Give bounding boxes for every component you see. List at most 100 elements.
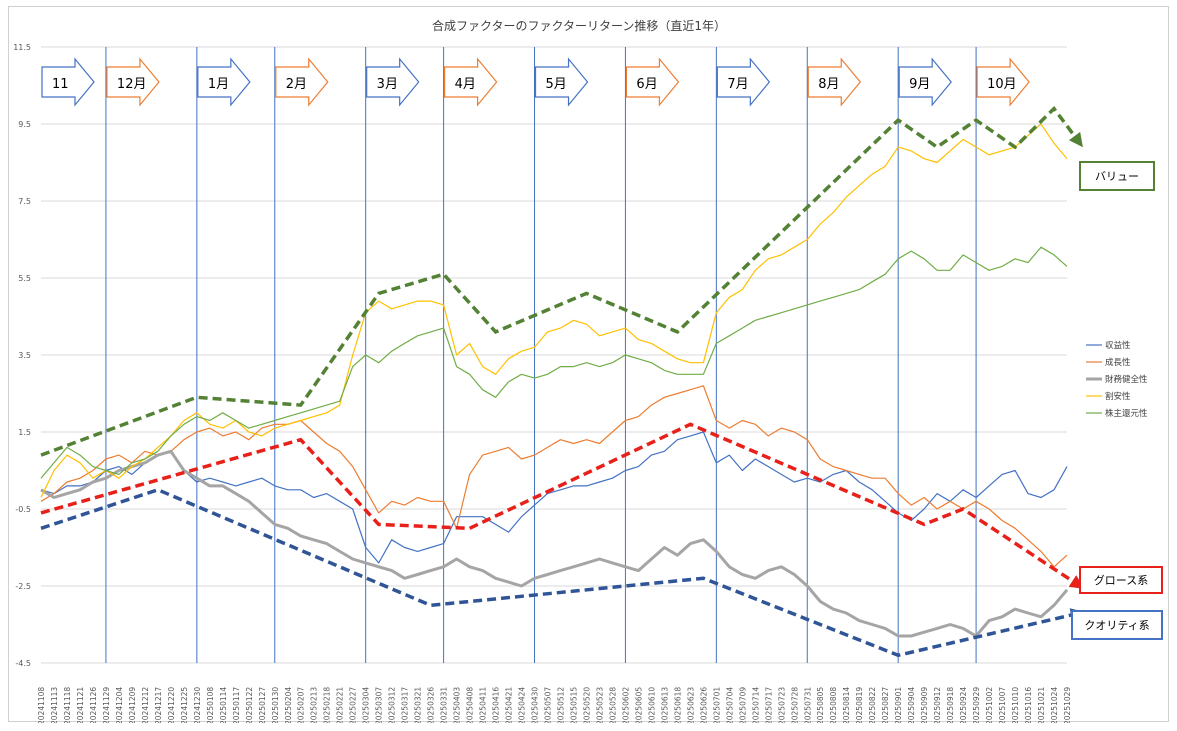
month-arrow: [534, 57, 589, 107]
x-tick-label: 20250819: [855, 687, 864, 723]
month-arrow: [106, 57, 160, 107]
callout-box: [1079, 161, 1155, 191]
y-tick-label: 5.5: [18, 274, 31, 283]
x-tick-label: 20250805: [816, 687, 825, 723]
x-tick-label: 20250714: [751, 687, 760, 723]
gridlines: [41, 46, 1067, 664]
x-tick-label: 20250704: [725, 687, 734, 723]
x-tick-label: 20250901: [894, 687, 903, 723]
x-tick-label: 20250512: [556, 687, 565, 723]
chart-title: 合成ファクターのファクターリターン推移（直近1年）: [432, 18, 726, 33]
x-tick-label: 20251021: [1037, 687, 1046, 723]
x-tick-label: 20250204: [284, 687, 293, 723]
month-label: 4月: [455, 77, 476, 92]
x-tick-label: 20250117: [232, 687, 241, 723]
series-lines: [40, 123, 1069, 638]
x-tick-label: 20241129: [102, 687, 111, 723]
series-line-株主還元性: [40, 246, 1068, 479]
x-tick-label: 20250929: [972, 687, 981, 723]
x-tick-label: 20250307: [375, 687, 384, 723]
y-tick-label: 11.5: [13, 43, 31, 52]
x-tick-label: 20241121: [76, 687, 85, 723]
trend-arrows: [40, 105, 1085, 658]
callout-label: グロース系: [1094, 573, 1148, 587]
legend-label: 財務健全性: [1105, 374, 1148, 385]
month-arrows: 11 12月 1月 2月 3月 4月 5月 6月 7月 8月 9月 10月: [41, 57, 1030, 107]
x-tick-label: 20250808: [829, 687, 838, 723]
month-label: 2月: [286, 77, 307, 92]
legend-label: 株主還元性: [1105, 408, 1148, 419]
x-tick-label: 20241217: [154, 687, 163, 723]
month-label: 1月: [208, 77, 229, 92]
month-label: 3月: [377, 77, 398, 92]
month-arrow: [41, 57, 95, 107]
x-tick-label: 20250709: [738, 687, 747, 723]
x-tick-label: 20250130: [271, 687, 280, 723]
month-label: 10月: [987, 77, 1017, 92]
x-tick-label: 20250618: [673, 687, 682, 723]
x-axis: 20241108 20241113 20241118 20241121 20241126…: [37, 687, 1072, 725]
x-tick-label: 20250909: [920, 687, 929, 723]
x-tick-label: 20250924: [959, 687, 968, 723]
x-tick-label: 20251029: [1063, 687, 1072, 723]
x-tick-label: 20250114: [219, 687, 228, 723]
legend-label: 成長性: [1105, 357, 1131, 368]
y-tick-label: 9.5: [18, 120, 31, 129]
month-arrow: [807, 57, 862, 107]
x-tick-label: 20250827: [881, 687, 890, 723]
x-tick-label: 20241209: [128, 687, 137, 723]
month-label: 6月: [636, 77, 657, 92]
month-arrow: [625, 57, 680, 107]
y-axis: -4.5 -2.5 -0.5 1.5 3.5 5.5 7.5 9.5 11.5: [13, 43, 31, 668]
x-tick-label: 20250411: [479, 687, 488, 723]
x-tick-label: 20250610: [647, 687, 656, 723]
x-tick-label: 20241204: [115, 687, 124, 723]
y-tick-label: -4.5: [15, 659, 31, 668]
x-tick-label: 20250723: [777, 687, 786, 723]
month-label: 9月: [909, 77, 930, 92]
x-tick-label: 20250507: [544, 687, 553, 723]
x-tick-label: 20250312: [388, 687, 397, 723]
legend-label: 収益性: [1105, 340, 1131, 351]
x-tick-label: 20250520: [582, 687, 591, 723]
month-arrow: [366, 57, 420, 107]
trend-line-グロース系: [40, 422, 1085, 589]
x-tick-label: 20250326: [427, 687, 436, 723]
x-tick-label: 20251007: [998, 687, 1007, 723]
month-arrow: [898, 57, 952, 107]
callout-label: クオリティ系: [1084, 619, 1149, 632]
callout-box: [1071, 610, 1163, 640]
x-tick-label: 20250424: [518, 687, 527, 723]
x-tick-label: 20250421: [505, 687, 514, 723]
x-tick-label: 20250717: [764, 687, 773, 723]
x-tick-label: 20250331: [440, 687, 449, 723]
x-tick-label: 20250822: [868, 687, 877, 723]
x-tick-label: 20251016: [1024, 687, 1033, 723]
x-tick-label: 20250127: [258, 687, 267, 723]
month-label: 11: [52, 77, 69, 92]
x-tick-label: 20250918: [946, 687, 955, 723]
month-arrow: [444, 57, 498, 107]
x-tick-label: 20241225: [180, 687, 189, 723]
x-tick-label: 20250701: [712, 687, 721, 723]
x-tick-label: 20250904: [907, 687, 916, 723]
x-tick-label: 20250227: [349, 687, 358, 723]
x-tick-label: 20250613: [660, 687, 669, 723]
x-tick-label: 20250912: [933, 687, 942, 723]
x-tick-label: 20241118: [63, 687, 72, 723]
x-tick-label: 20250317: [401, 687, 410, 723]
x-tick-label: 20250602: [621, 687, 630, 723]
x-tick-label: 20250626: [699, 687, 708, 723]
x-tick-label: 20241126: [89, 687, 98, 723]
x-tick-label: 20241113: [50, 687, 59, 723]
series-line-成長性: [40, 385, 1068, 568]
month-label: 8月: [818, 77, 839, 92]
series-line-収益性: [40, 431, 1068, 564]
trend-line-クオリティ系: [40, 487, 1085, 658]
x-tick-label: 20251002: [985, 687, 994, 723]
x-tick-label: 20250430: [531, 687, 540, 723]
x-tick-label: 20250605: [634, 687, 643, 723]
callout-box: [1079, 566, 1163, 594]
month-label: 7月: [727, 77, 748, 92]
